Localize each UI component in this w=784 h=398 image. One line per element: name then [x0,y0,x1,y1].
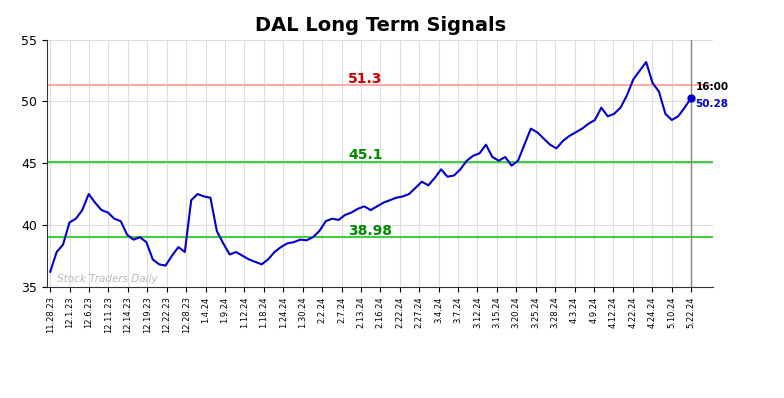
Text: 50.28: 50.28 [695,99,728,109]
Text: 45.1: 45.1 [348,148,383,162]
Text: 38.98: 38.98 [348,224,392,238]
Text: 51.3: 51.3 [348,72,383,86]
Text: Stock Traders Daily: Stock Traders Daily [56,273,157,284]
Text: 16:00: 16:00 [695,82,728,92]
Title: DAL Long Term Signals: DAL Long Term Signals [255,16,506,35]
